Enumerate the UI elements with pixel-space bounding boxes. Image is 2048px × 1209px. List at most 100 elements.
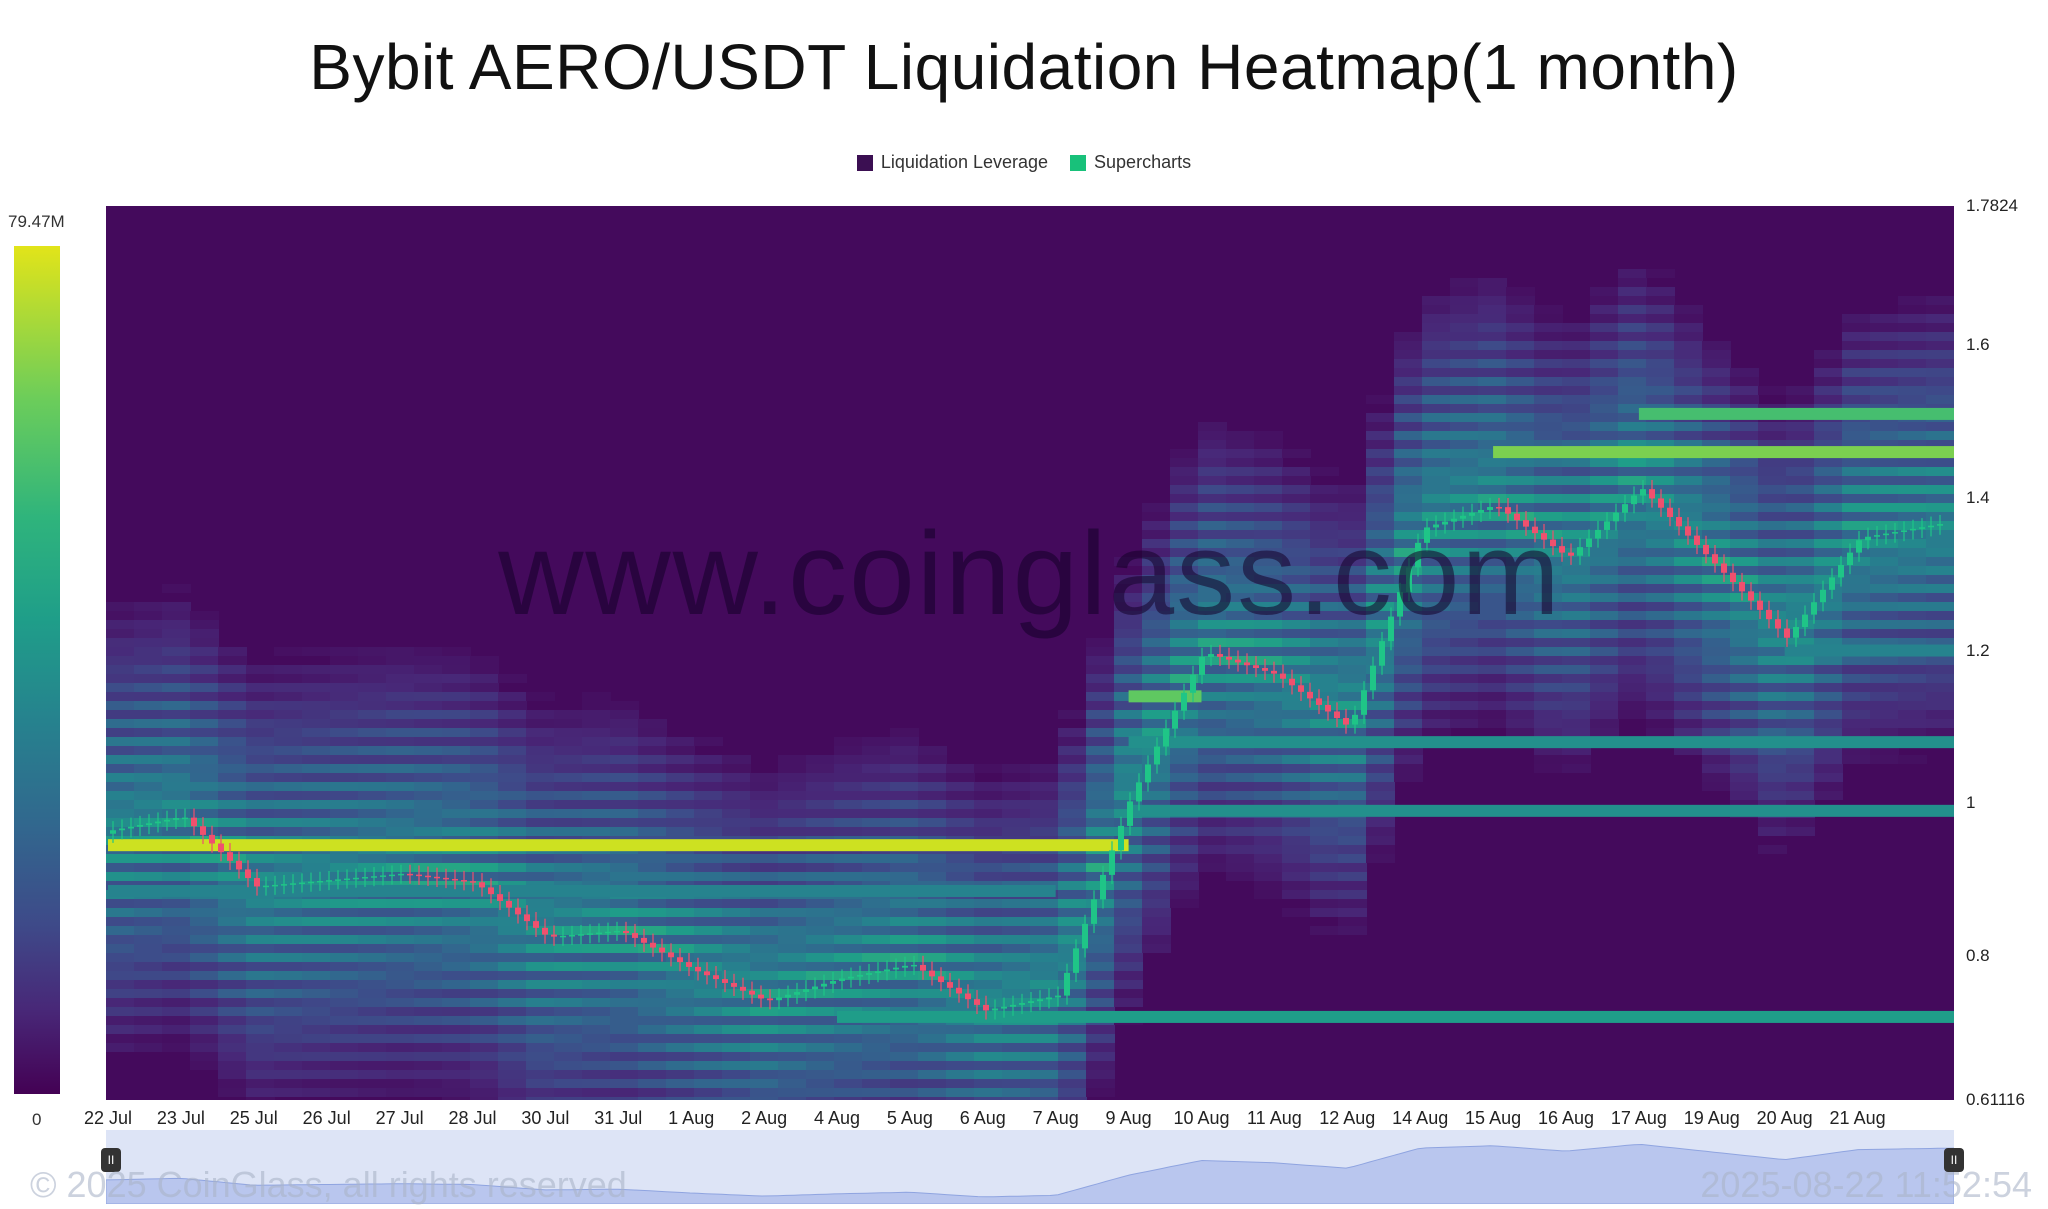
candle-body[interactable] xyxy=(128,826,134,829)
candle-body[interactable] xyxy=(1397,591,1403,617)
candle-body[interactable] xyxy=(479,882,485,888)
candle-body[interactable] xyxy=(650,942,656,948)
candle-body[interactable] xyxy=(515,907,521,915)
candle-body[interactable] xyxy=(1559,546,1565,553)
candle-body[interactable] xyxy=(254,878,260,887)
candle-body[interactable] xyxy=(596,932,602,935)
candle-body[interactable] xyxy=(461,880,467,882)
candle-body[interactable] xyxy=(1262,668,1268,671)
candle-body[interactable] xyxy=(1766,609,1772,620)
candle-body[interactable] xyxy=(1550,539,1556,547)
candle-body[interactable] xyxy=(704,971,710,976)
candle-body[interactable] xyxy=(1631,495,1637,505)
candle-body[interactable] xyxy=(1721,563,1727,573)
candle-body[interactable] xyxy=(1244,662,1250,666)
candle-body[interactable] xyxy=(434,876,440,879)
candle-body[interactable] xyxy=(389,874,395,877)
candle-body[interactable] xyxy=(560,935,566,938)
candle-body[interactable] xyxy=(272,884,278,887)
candle-body[interactable] xyxy=(551,934,557,937)
candle-body[interactable] xyxy=(1316,698,1322,705)
candle-body[interactable] xyxy=(578,934,584,936)
candle-body[interactable] xyxy=(488,887,494,895)
candle-body[interactable] xyxy=(371,876,377,878)
candle-body[interactable] xyxy=(1100,874,1106,900)
candle-body[interactable] xyxy=(1694,535,1700,545)
candle-body[interactable] xyxy=(776,997,782,1001)
liquidation-band[interactable] xyxy=(836,1010,1954,1023)
candle-body[interactable] xyxy=(1496,507,1502,509)
heatmap-plot-area[interactable]: www.coinglass.com xyxy=(106,206,1954,1100)
candle-body[interactable] xyxy=(155,821,161,824)
candle-body[interactable] xyxy=(425,875,431,878)
candle-body[interactable] xyxy=(1478,509,1484,513)
candle-body[interactable] xyxy=(695,966,701,972)
candle-body[interactable] xyxy=(686,962,692,967)
candle-body[interactable] xyxy=(731,982,737,987)
candle-body[interactable] xyxy=(1037,999,1043,1002)
candle-body[interactable] xyxy=(587,933,593,935)
candle-body[interactable] xyxy=(740,986,746,991)
candle-body[interactable] xyxy=(758,994,764,999)
candle-body[interactable] xyxy=(911,964,917,967)
candle-body[interactable] xyxy=(1388,616,1394,642)
candle-body[interactable] xyxy=(353,877,359,880)
candle-body[interactable] xyxy=(1136,782,1142,802)
candle-body[interactable] xyxy=(380,875,386,877)
candle-body[interactable] xyxy=(470,881,476,883)
candle-body[interactable] xyxy=(263,885,269,888)
candle-body[interactable] xyxy=(1685,526,1691,536)
candle-body[interactable] xyxy=(1604,521,1610,530)
navigator-left-handle[interactable]: II xyxy=(101,1148,121,1172)
candle-body[interactable] xyxy=(416,874,422,877)
candle-body[interactable] xyxy=(1127,801,1133,826)
candle-body[interactable] xyxy=(866,973,872,975)
candle-body[interactable] xyxy=(308,881,314,884)
candle-body[interactable] xyxy=(767,998,773,1001)
candle-body[interactable] xyxy=(821,983,827,987)
candle-body[interactable] xyxy=(1505,507,1511,514)
candle-body[interactable] xyxy=(1658,498,1664,508)
candle-body[interactable] xyxy=(1793,627,1799,638)
candle-body[interactable] xyxy=(290,883,296,885)
candle-body[interactable] xyxy=(326,880,332,882)
candle-body[interactable] xyxy=(1775,619,1781,629)
candle-body[interactable] xyxy=(407,873,413,876)
candle-body[interactable] xyxy=(632,933,638,938)
candle-body[interactable] xyxy=(893,967,899,970)
candle-body[interactable] xyxy=(281,884,287,886)
candle-body[interactable] xyxy=(1271,670,1277,674)
liquidation-band[interactable] xyxy=(1784,644,1954,657)
candle-body[interactable] xyxy=(1253,665,1259,669)
color-scale-bar[interactable] xyxy=(14,246,60,1094)
candle-body[interactable] xyxy=(1415,542,1421,568)
candle-body[interactable] xyxy=(1667,507,1673,518)
candle-body[interactable] xyxy=(1334,711,1340,719)
candle-body[interactable] xyxy=(1811,602,1817,615)
candle-body[interactable] xyxy=(875,971,881,974)
candle-body[interactable] xyxy=(722,979,728,983)
candle-body[interactable] xyxy=(992,1008,998,1011)
candle-body[interactable] xyxy=(839,978,845,982)
candle-body[interactable] xyxy=(1325,704,1331,712)
candle-body[interactable] xyxy=(1010,1004,1016,1007)
candle-body[interactable] xyxy=(1541,533,1547,540)
candle-body[interactable] xyxy=(1757,600,1763,610)
candle-body[interactable] xyxy=(1091,899,1097,924)
candle-body[interactable] xyxy=(668,952,674,958)
candle-body[interactable] xyxy=(974,999,980,1005)
candle-body[interactable] xyxy=(1802,614,1808,628)
candle-body[interactable] xyxy=(1190,674,1196,693)
candle-body[interactable] xyxy=(200,826,206,835)
liquidation-band[interactable] xyxy=(1493,446,1954,459)
candle-body[interactable] xyxy=(677,957,683,963)
candle-body[interactable] xyxy=(812,986,818,990)
candle-body[interactable] xyxy=(884,969,890,972)
candle-body[interactable] xyxy=(1181,692,1187,711)
candle-body[interactable] xyxy=(1199,656,1205,675)
candle-body[interactable] xyxy=(299,882,305,885)
candle-body[interactable] xyxy=(1784,628,1790,638)
candle-body[interactable] xyxy=(956,987,962,994)
candle-body[interactable] xyxy=(857,974,863,977)
candle-body[interactable] xyxy=(1055,995,1061,998)
